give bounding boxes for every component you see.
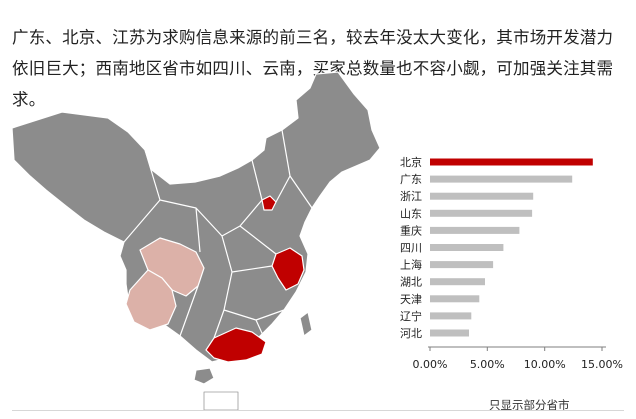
map-region-guangdong [205,327,267,363]
map-region-hainan [193,367,215,385]
category-label: 河北 [400,327,422,340]
category-label: 山东 [400,207,422,220]
bar-辽宁 [430,312,472,320]
category-label: 四川 [400,242,422,255]
bar-四川 [430,244,504,251]
chart-footnote: 只显示部分省市 [489,398,570,412]
map-region-jiangsu [271,247,305,291]
category-label: 广东 [400,173,422,186]
map-internal-borders [123,129,313,343]
map-region-beijing [261,195,277,211]
bar-浙江 [430,192,534,200]
x-tick-label: 15.00% [581,358,623,371]
bar-重庆 [430,226,520,234]
bar-天津 [430,295,480,303]
bottom-divider [12,410,624,411]
intro-paragraph: 广东、北京、江苏为求购信息来源的前三名，较去年没太大变化，其市场开发潜力依旧巨大… [12,28,614,109]
category-label: 重庆 [400,223,422,237]
bar-山东 [430,209,533,217]
bar-河北 [430,329,469,337]
category-label: 天津 [400,293,422,306]
bar-北京 [430,158,593,166]
category-label: 浙江 [400,190,422,203]
x-tick-label: 10.00% [524,358,566,371]
bar-上海 [430,261,494,269]
bar-湖北 [430,278,485,286]
category-label: 辽宁 [400,309,422,323]
category-label: 上海 [400,258,422,272]
bar-广东 [430,175,573,183]
x-tick-label: 5.00% [470,358,505,371]
map-region-taiwan [299,311,313,337]
category-label: 北京 [400,155,422,169]
x-tick-label: 0.00% [413,358,448,371]
map-region-yunnan [125,269,177,331]
category-label: 湖北 [400,276,422,289]
